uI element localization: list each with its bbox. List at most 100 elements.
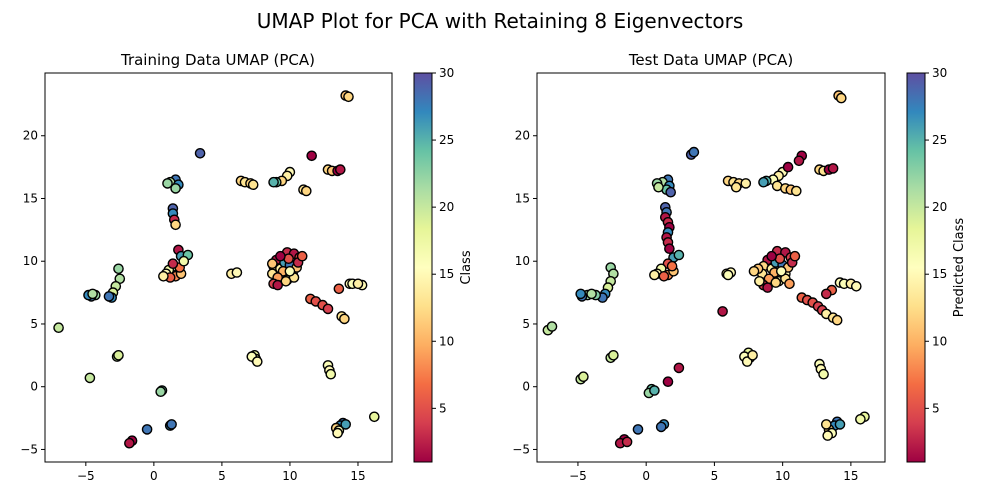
- scatter-point: [662, 376, 674, 388]
- scatter-point: [740, 178, 752, 189]
- scatter-point: [352, 278, 364, 290]
- scatter-point: [141, 424, 153, 435]
- colorbar-gradient: [413, 72, 433, 463]
- scatter-point: [836, 92, 847, 104]
- x-tick-label: −5: [77, 469, 95, 483]
- x-tick-label: −5: [569, 469, 587, 483]
- scatter-point: [586, 288, 597, 300]
- scatter-points: [542, 90, 870, 449]
- scatter-point: [322, 303, 334, 315]
- scatter-point: [268, 176, 279, 188]
- scatter-point: [653, 181, 664, 193]
- scatter-point: [247, 179, 259, 190]
- scatter-point: [368, 411, 380, 423]
- colorbar-label: Predicted Class: [952, 218, 967, 318]
- scatter-point: [791, 185, 802, 197]
- scatter-point: [575, 288, 587, 300]
- test-scatter-plot: −5 0 5 10 15 −5 0 5 10 15 20: [512, 72, 886, 483]
- scatter-point: [162, 178, 173, 189]
- scatter-point: [53, 322, 64, 334]
- scatter-point: [664, 243, 675, 254]
- scatter-point: [754, 275, 765, 287]
- scatter-point: [155, 386, 166, 398]
- y-tick-label: 0: [30, 380, 38, 394]
- x-tick-label: 10: [282, 469, 297, 483]
- scatter-point: [300, 185, 312, 197]
- scatter-point: [851, 280, 862, 292]
- scatter-point: [340, 419, 352, 430]
- colorbar-tick-label: 5: [439, 401, 447, 415]
- scatter-point: [158, 270, 169, 282]
- scatter-point: [688, 146, 700, 158]
- scatter-point: [84, 372, 96, 384]
- colorbar-gradient: [906, 72, 926, 463]
- test-umap-panel: Test Data UMAP (PCA) −5 0 5 10 15−505101520 …: [512, 51, 967, 483]
- y-tick-label: 5: [522, 317, 530, 331]
- colorbar-tick-label: 5: [932, 401, 940, 415]
- scatter-point: [649, 269, 660, 281]
- scatter-point: [113, 263, 124, 275]
- x-tick-label: 5: [218, 469, 226, 483]
- scatter-point: [306, 150, 318, 162]
- scatter-point: [339, 313, 350, 325]
- scatter-point: [649, 385, 660, 396]
- y-tick-label: 15: [23, 191, 38, 205]
- scatter-point: [758, 176, 769, 188]
- scatter-points: [53, 90, 380, 449]
- y-tick-label: 10: [23, 254, 38, 268]
- scatter-point: [834, 419, 846, 430]
- scatter-point: [621, 436, 633, 448]
- scatter-point: [766, 250, 778, 262]
- scatter-point: [251, 356, 263, 367]
- scatter-point: [266, 258, 278, 270]
- scatter-point: [296, 250, 308, 262]
- scatter-point: [333, 283, 345, 295]
- x-tick-label: 0: [642, 469, 650, 483]
- scatter-point: [632, 424, 644, 435]
- scatter-point: [194, 147, 206, 159]
- scatter-point: [178, 255, 190, 267]
- colorbar-tick-label: 10: [932, 334, 947, 348]
- y-tick-label: 5: [30, 317, 38, 331]
- scatter-point: [827, 163, 839, 174]
- scatter-point: [166, 419, 177, 430]
- colorbar-tick-label: 20: [439, 200, 454, 214]
- y-tick-label: −5: [20, 442, 38, 456]
- scatter-point: [343, 91, 354, 103]
- scatter-point: [332, 427, 343, 439]
- scatter-point: [167, 258, 179, 270]
- training-colorbar: 5 10 15 20 25 30 Class: [413, 66, 474, 463]
- colorbar-tick-label: 25: [932, 133, 947, 147]
- y-tick-label: 10: [515, 254, 530, 268]
- colorbar-label: Class: [459, 250, 474, 284]
- scatter-point: [124, 437, 135, 449]
- x-tick-label: 0: [150, 469, 158, 483]
- scatter-point: [762, 282, 773, 293]
- scatter-point: [748, 265, 760, 277]
- scatter-point: [113, 349, 124, 361]
- scatter-point: [334, 164, 346, 175]
- training-scatter-plot: −5 0 5 10 15 −5 0 5 10 15 20: [20, 72, 393, 483]
- colorbar-tick-label: 30: [932, 66, 947, 80]
- figure-title: UMAP Plot for PCA with Retaining 8 Eigen…: [257, 9, 743, 33]
- scatter-point: [170, 183, 181, 194]
- scatter-point: [722, 269, 734, 281]
- test-colorbar: 5 10 15 20 25 30 Predicted Class: [906, 66, 967, 463]
- scatter-point: [784, 278, 795, 290]
- scatter-point: [665, 186, 677, 198]
- colorbar-tick-label: 20: [932, 200, 947, 214]
- scatter-point: [280, 275, 292, 287]
- training-umap-panel: Training Data UMAP (PCA) −5 0 5 10 15 −5 0 5 10 1…: [20, 51, 474, 483]
- x-tick-label: 10: [775, 469, 790, 483]
- x-tick-label: 15: [350, 469, 365, 483]
- colorbar-tick-label: 15: [439, 267, 454, 281]
- scatter-point: [776, 265, 787, 277]
- scatter-point: [673, 362, 685, 374]
- scatter-point: [747, 349, 758, 361]
- colorbar-tick-label: 15: [932, 267, 947, 281]
- scatter-point: [655, 421, 667, 433]
- scatter-point: [821, 419, 832, 430]
- plot-frame: [44, 72, 393, 463]
- scatter-point: [284, 265, 296, 277]
